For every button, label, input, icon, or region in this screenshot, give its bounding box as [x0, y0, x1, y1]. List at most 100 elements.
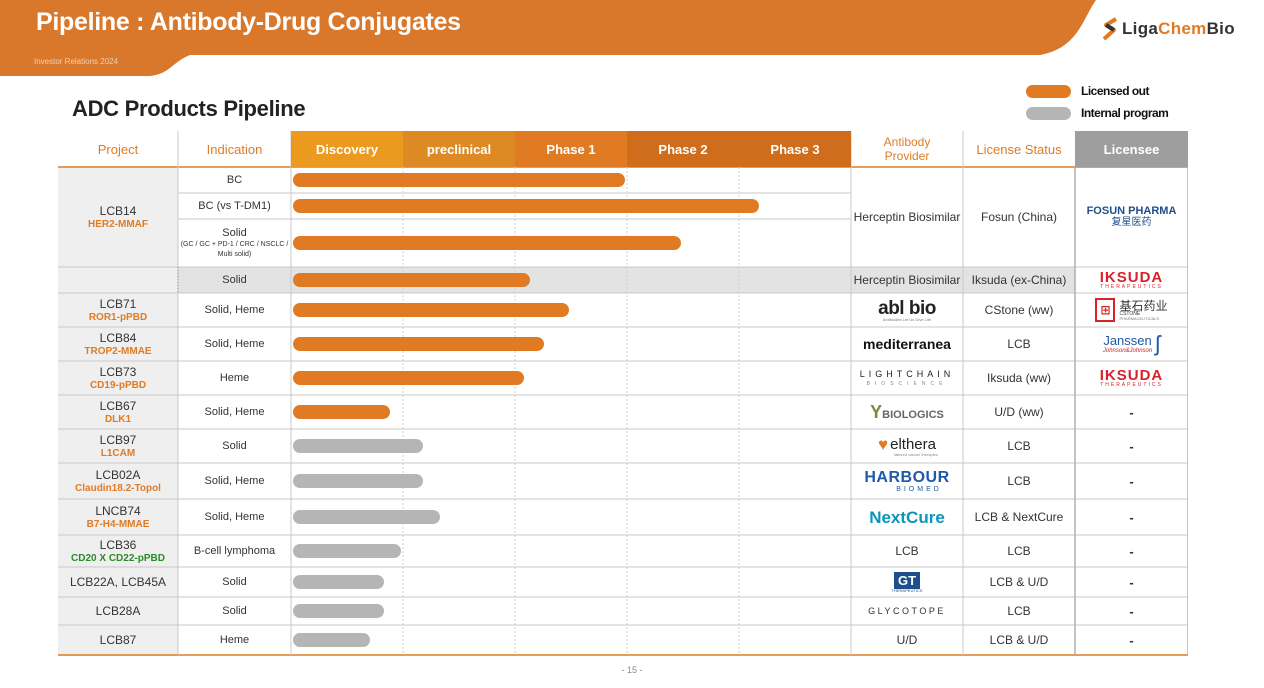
- banner-shape: [0, 0, 1096, 76]
- licensee-empty: -: [1129, 438, 1134, 454]
- pipeline-table: Project Indication Discovery preclinical…: [58, 131, 1188, 656]
- license-status-cell: LCB: [1007, 474, 1031, 488]
- header-stage-phase3: Phase 3: [739, 131, 851, 167]
- project-target: ROR1-pPBD: [88, 311, 148, 323]
- legend-item-licensed: Licensed out: [1026, 80, 1168, 102]
- licensee-empty: -: [1129, 473, 1134, 489]
- janssen-swoosh-icon: ʃ: [1155, 331, 1161, 356]
- indication-cell: B-cell lymphoma: [193, 544, 276, 557]
- project-cell-lcb67: LCB67 DLK1: [58, 395, 178, 429]
- indication-detail: Multi solid): [217, 250, 252, 258]
- indication-cell: BC: [226, 173, 243, 186]
- legend-swatch-internal: [1026, 106, 1071, 120]
- provider-logo-ablbio: abl bio Antibodies Let Us Give Life: [851, 293, 963, 327]
- progress-bar-row-0: [293, 173, 625, 187]
- progress-bar-row-13: [293, 604, 385, 618]
- provider-cell: Herceptin Biosimilar: [853, 210, 961, 224]
- project-name: LCB02A: [95, 467, 141, 482]
- project-cell-lcb14: LCB14 HER2-MMAF: [58, 167, 178, 267]
- page-number: - 15 -: [621, 665, 643, 675]
- progress-bar-row-6: [293, 371, 525, 385]
- provider-logo-mediterranea: mediterranea: [851, 327, 963, 361]
- progress-bar-row-2: [293, 236, 681, 250]
- license-status-cell: LCB: [1007, 544, 1031, 558]
- elthera-heart-icon: ♥: [878, 434, 889, 454]
- license-status-cell: LCB: [1007, 337, 1031, 351]
- nextcure-logo-text: NextCure: [869, 507, 945, 527]
- project-name: LNCB74: [95, 503, 141, 518]
- header-stage-phase2: Phase 2: [627, 131, 739, 167]
- indication-cell: Solid: [222, 439, 247, 452]
- licensee-logo-iksuda: IKSUDA THERAPEUTICS: [1075, 267, 1188, 293]
- licensee-logo-janssen: Janssen Johnson&Johnson ʃ: [1075, 327, 1188, 361]
- licensee-empty: -: [1129, 509, 1134, 525]
- indication-cell: Solid: [222, 575, 247, 588]
- indication-detail: (GC / GC + PD-1 / CRC / NSCLC /: [180, 240, 289, 248]
- iksuda-logo-text: IKSUDA: [1099, 367, 1164, 384]
- y-biologics-icon: Y: [870, 402, 883, 422]
- legend-swatch-licensed: [1026, 84, 1071, 98]
- header-licensee: Licensee: [1075, 131, 1188, 167]
- ablbio-logo-sub: Antibodies Let Us Give Life: [882, 316, 932, 322]
- license-status-cell: LCB: [1007, 439, 1031, 453]
- project-name: LCB22A, LCB45A: [69, 575, 167, 589]
- indication-cell: Heme: [219, 633, 250, 646]
- license-status-cell: LCB & U/D: [989, 633, 1049, 647]
- project-name: LCB36: [99, 537, 137, 552]
- indication-cell: Solid, Heme: [204, 405, 265, 418]
- project-cell-lcb73: LCB73 CD19-pPBD: [58, 361, 178, 395]
- iksuda-logo-sub: THERAPEUTICS: [1100, 284, 1163, 290]
- legend-label: Internal program: [1081, 106, 1169, 120]
- harbour-logo-text: HARBOUR: [864, 468, 950, 486]
- provider-logo-harbour: HARBOUR BIOMED: [851, 463, 963, 499]
- project-target: B7-H4-MMAE: [86, 518, 150, 530]
- gt-logo-sub: THERAPEUTICS: [891, 587, 923, 593]
- header-stage-preclinical: preclinical: [403, 131, 515, 167]
- fosun-logo-sub: 复星医药: [1111, 217, 1152, 228]
- project-name: LCB87: [99, 633, 137, 647]
- project-target: CD20 X CD22-pPBD: [71, 552, 165, 564]
- section-title: ADC Products Pipeline: [72, 96, 306, 121]
- licensee-empty: -: [1129, 603, 1134, 619]
- progress-bar-row-11: [293, 544, 401, 558]
- license-status-cell: Fosun (China): [980, 210, 1058, 224]
- harbour-logo-sub: BIOMED: [896, 485, 942, 493]
- licensee-empty: -: [1129, 574, 1134, 590]
- iksuda-logo-text: IKSUDA: [1099, 269, 1164, 286]
- project-cell-lcb28a: LCB28A: [58, 597, 178, 625]
- project-column-bg: [58, 293, 178, 656]
- slide-subtitle: Investor Relations 2024: [34, 57, 119, 66]
- licensee-column-bg: [1075, 167, 1188, 656]
- indication-cell: Solid, Heme: [204, 510, 265, 523]
- provider-logo-lightchain: LIGHTCHAIN BIOSCIENCE: [851, 361, 963, 395]
- company-logo: LigaChemBio: [1102, 16, 1235, 42]
- license-status-cell: Iksuda (ex-China): [971, 273, 1067, 287]
- banner-orange: [0, 0, 1096, 76]
- cstone-mark-icon: ⊞: [1095, 298, 1116, 322]
- header-banner: Pipeline : Antibody-Drug Conjugates Inve…: [0, 0, 1264, 80]
- licensee-logo-fosun: FOSUN PHARMA 复星医药: [1075, 167, 1188, 267]
- progress-bar-row-10: [293, 510, 441, 524]
- progress-bar-row-1: [293, 199, 760, 213]
- project-cell-lcb87: LCB87: [58, 625, 178, 655]
- project-target: HER2-MMAF: [88, 218, 148, 230]
- header-license-status: License Status: [976, 141, 1062, 157]
- indication-cell: BC (vs T-DM1): [198, 199, 271, 212]
- glycotope-logo-text: GLYCOTOPE: [868, 605, 946, 616]
- provider-cell: LCB: [895, 544, 919, 558]
- logo-text-chem: Chem: [1158, 19, 1207, 38]
- progress-bar-row-7: [293, 405, 390, 419]
- project-name: LCB71: [99, 296, 137, 311]
- gt-logo-text: GT: [893, 571, 921, 589]
- licensee-logo-iksuda: IKSUDA THERAPEUTICS: [1075, 361, 1188, 395]
- licensee-empty: -: [1129, 543, 1134, 559]
- project-cell-lcb97: LCB97 L1CAM: [58, 429, 178, 463]
- logo-text-liga: Liga: [1122, 19, 1159, 38]
- project-target: DLK1: [104, 413, 132, 425]
- table-grid: [58, 131, 1188, 656]
- progress-bar-row-4: [293, 303, 569, 317]
- indication-cell: Solid, Heme: [204, 303, 265, 316]
- license-status-cell: Iksuda (ww): [986, 371, 1051, 385]
- license-status-cell: U/D (ww): [994, 405, 1044, 419]
- elthera-logo-text: elthera: [890, 435, 936, 453]
